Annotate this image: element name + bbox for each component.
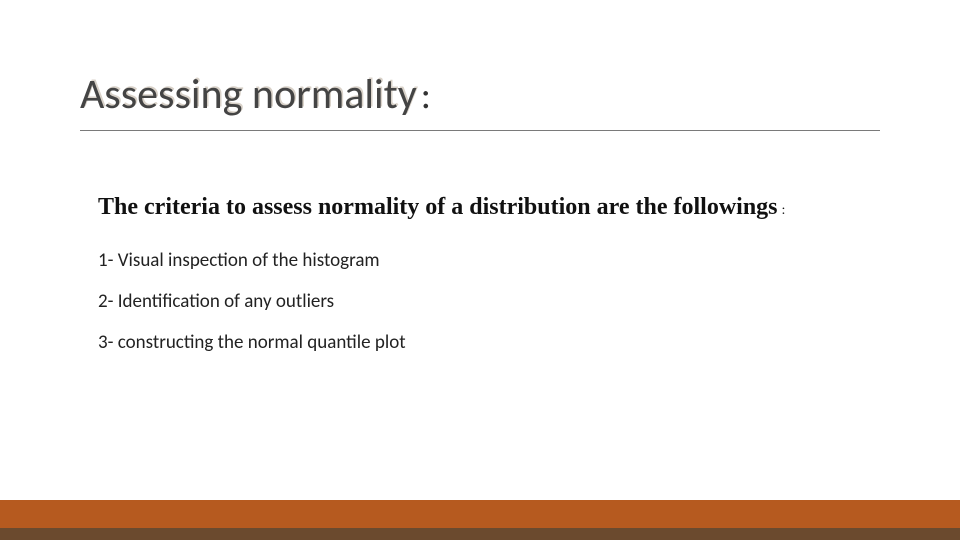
title-text: Assessing normality [80, 69, 417, 120]
intro-trail: : [782, 203, 786, 218]
slide: Assessing normality: The criteria to ass… [0, 0, 960, 540]
list-item: 2- Identification of any outliers [98, 290, 880, 313]
slide-title: Assessing normality: [80, 72, 880, 128]
list-item: 3- constructing the normal quantile plot [98, 331, 880, 354]
list-item: 1- Visual inspection of the histogram [98, 249, 880, 272]
footer-bar-top [0, 500, 960, 528]
footer-bar-bottom [0, 528, 960, 540]
footer-bars [0, 500, 960, 540]
title-shadow-layer: Assessing normality [80, 69, 417, 120]
intro-main: The criteria to assess normality of a di… [98, 194, 778, 220]
body-block: The criteria to assess normality of a di… [98, 194, 880, 372]
title-underline [80, 130, 880, 131]
title-block: Assessing normality: [80, 72, 880, 131]
intro-text: The criteria to assess normality of a di… [98, 194, 880, 221]
title-suffix: : [421, 73, 431, 119]
